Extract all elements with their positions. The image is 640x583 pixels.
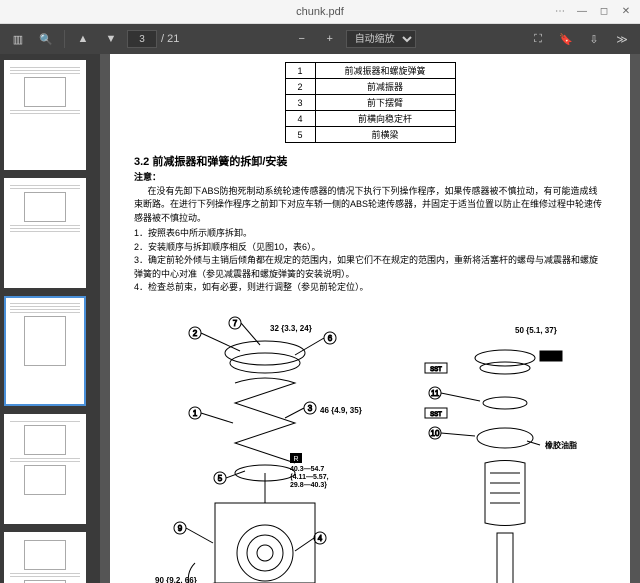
table-row: 1前减振器和螺旋弹簧 [285, 63, 455, 79]
bookmark-button[interactable]: 🔖 [554, 27, 578, 51]
svg-text:橡胶油脂: 橡胶油脂 [545, 440, 577, 450]
content-area: 1前减振器和螺旋弹簧 2前减振器 3前下摆臂 4前横向稳定杆 5前横梁 3.2 … [100, 54, 640, 583]
svg-text:3: 3 [308, 404, 313, 413]
step-4: 4．检查总前束，如有必要，则进行调整（参见前轮定位）。 [134, 281, 606, 295]
toolbar: ▥ 🔍 ▲ ▼ / 21 − + 自动缩放 ⛶ 🔖 ⇩ ≫ [0, 24, 640, 54]
sidebar-toggle-button[interactable]: ▥ [6, 27, 30, 51]
svg-text:7: 7 [233, 319, 238, 328]
close-button[interactable]: ✕ [616, 3, 636, 21]
section-title: 3.2 前减振器和弹簧的拆卸/安装 [134, 153, 606, 169]
note-body: 在没有先卸下ABS防抱死制动系统轮速传感器的情况下执行下列操作程序，如果传感器被… [134, 185, 606, 226]
table-row: 2前减振器 [285, 79, 455, 95]
svg-text:SST: SST [430, 412, 442, 418]
step-3: 3．确定前轮外倾与主销后倾角都在规定的范围内，如果它们不在规定的范围内，重新将活… [134, 254, 606, 281]
thumbnail-page-5[interactable] [4, 532, 86, 583]
zoom-select[interactable]: 自动缩放 [346, 30, 416, 48]
document-title: chunk.pdf [296, 6, 344, 18]
search-button[interactable]: 🔍 [34, 27, 58, 51]
svg-text:SST: SST [545, 355, 557, 361]
note-label: 注意： [134, 172, 161, 182]
svg-text:2: 2 [193, 329, 198, 338]
svg-text:R: R [293, 456, 298, 463]
download-button[interactable]: ⇩ [582, 27, 606, 51]
table-row: 3前下摆臂 [285, 95, 455, 111]
svg-text:4: 4 [318, 534, 323, 543]
more-button[interactable]: ⋯ [550, 3, 570, 21]
thumbnail-page-2[interactable] [4, 178, 86, 288]
svg-text:6: 6 [328, 334, 333, 343]
prev-page-button[interactable]: ▲ [71, 27, 95, 51]
page-count-label: / 21 [161, 33, 179, 45]
step-1: 1．按照表6中所示顺序拆卸。 [134, 227, 606, 241]
note-block: 注意： 在没有先卸下ABS防抱死制动系统轮速传感器的情况下执行下列操作程序，如果… [134, 171, 606, 295]
parts-table: 1前减振器和螺旋弹簧 2前减振器 3前下摆臂 4前横向稳定杆 5前横梁 [285, 62, 456, 143]
svg-text:9: 9 [178, 524, 183, 533]
next-page-button[interactable]: ▼ [99, 27, 123, 51]
table-row: 4前横向稳定杆 [285, 111, 455, 127]
thumbnail-page-3[interactable] [4, 296, 86, 406]
svg-text:1: 1 [193, 409, 198, 418]
tools-button[interactable]: ≫ [610, 27, 634, 51]
step-2: 2．安装顺序与拆卸顺序相反（见图10，表6）。 [134, 241, 606, 255]
presentation-button[interactable]: ⛶ [526, 27, 550, 51]
zoom-out-button[interactable]: − [290, 27, 314, 51]
minimize-button[interactable]: — [572, 3, 592, 21]
maximize-button[interactable]: ◻ [594, 3, 614, 21]
table-row: 5前横梁 [285, 127, 455, 143]
svg-text:32 {3.3, 24}: 32 {3.3, 24} [270, 324, 312, 333]
svg-text:50 {5.1, 37}: 50 {5.1, 37} [515, 326, 557, 335]
svg-text:SST: SST [430, 367, 442, 373]
svg-text:11: 11 [431, 389, 440, 398]
exploded-diagram: 2 7 6 1 3 5 9 4 [134, 303, 606, 583]
svg-text:90 {9.2, 66}: 90 {9.2, 66} [155, 576, 197, 583]
thumbnail-page-4[interactable] [4, 414, 86, 524]
pdf-page: 1前减振器和螺旋弹簧 2前减振器 3前下摆臂 4前横向稳定杆 5前横梁 3.2 … [110, 54, 630, 583]
svg-text:5: 5 [218, 474, 223, 483]
thumbnail-sidebar [0, 54, 100, 583]
titlebar: chunk.pdf ⋯ — ◻ ✕ [0, 0, 640, 24]
svg-text:46 {4.9, 35}: 46 {4.9, 35} [320, 406, 362, 415]
page-number-input[interactable] [127, 30, 157, 48]
svg-text:40.3—54.7{4.11—5.57,29.8—40.3}: 40.3—54.7{4.11—5.57,29.8—40.3} [290, 466, 329, 489]
zoom-in-button[interactable]: + [318, 27, 342, 51]
svg-text:10: 10 [431, 429, 440, 438]
thumbnail-page-1[interactable] [4, 60, 86, 170]
